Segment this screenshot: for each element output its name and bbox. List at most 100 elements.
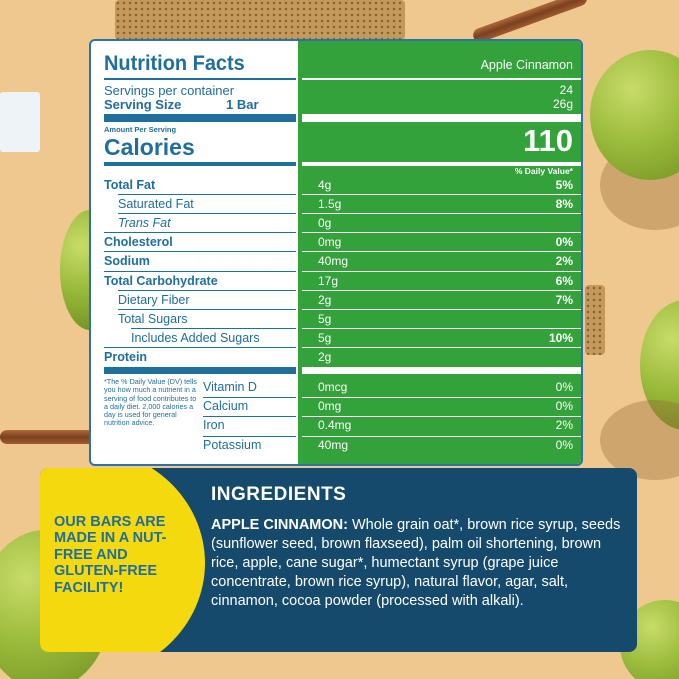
nutrient-label: Cholesterol [104,235,173,250]
nutrition-facts-panel: Nutrition Facts Servings per container S… [89,39,583,466]
calories-value: 110 [522,123,573,158]
row-rule-white [302,308,581,310]
nutrient-amount: 5g [318,311,332,326]
row-rule [104,251,296,253]
serving-size-amount: 1 Bar [226,97,259,112]
thick-rule-white [302,114,581,122]
flavor-name: Apple Cinnamon [480,58,573,72]
nutrient-daily-value: 6% [555,273,573,288]
nutrient-label: Sodium [104,254,150,269]
nutrient-label: Trans Fat [118,216,171,231]
vitamin-rule-white [302,416,581,418]
granola-bar-right [585,285,605,355]
nutrient-label: Total Fat [104,178,156,192]
ingredients-panel: OUR BARS ARE MADE IN A NUT-FREE AND GLUT… [40,468,637,652]
daily-value-footnote: *The % Daily Value (DV) tells you how mu… [104,377,197,428]
vitamin-daily-value: 0% [555,437,573,452]
calories-label: Calories [104,134,195,160]
medium-rule-white [302,162,581,166]
ingredients-heading: INGREDIENTS [211,484,347,505]
serving-size-grams: 26g [552,97,573,111]
row-rule-white [302,194,581,196]
protein-rule-white [302,367,581,374]
servings-label: Servings per container [104,83,235,98]
ingredients-list: Whole grain oat*, brown rice syrup, seed… [211,517,621,609]
nutrient-daily-value: 2% [555,254,573,269]
vitamin-amount: 40mg [318,437,349,452]
nutrient-label: Total Sugars [118,311,188,326]
vitamin-rule-white [302,435,581,437]
row-rule [118,213,296,215]
nutrient-daily-value: 0% [555,235,573,250]
title-rule [104,78,296,80]
cinnamon-stick-left [0,430,100,444]
nutrient-daily-value: 10% [548,330,573,345]
row-rule [104,270,296,272]
nutrient-daily-value: 7% [555,292,573,307]
nutrient-amount: 0mg [318,235,342,250]
row-rule-white [302,346,581,348]
nutrient-amount: 2g [318,349,332,364]
granola-bar-top [115,0,405,40]
vitamin-label: Potassium [203,437,262,452]
row-rule [104,232,296,234]
cinnamon-stick-top [471,0,589,45]
row-rule-white [302,270,581,272]
vitamin-daily-value: 2% [555,418,573,433]
vitamin-rule-white [302,397,581,399]
row-rule-white [302,251,581,253]
ingredients-text: APPLE CINNAMON: Whole grain oat*, brown … [211,516,626,611]
facility-badge [40,468,205,652]
row-rule [118,308,296,310]
nutrient-amount: 4g [318,178,332,192]
row-rule-white [302,213,581,215]
vitamin-label: Iron [203,418,225,433]
nutrient-label: Saturated Fat [118,197,194,212]
nutrient-label: Protein [104,349,148,364]
vitamin-rule [203,435,296,437]
protein-rule [104,367,296,374]
row-rule-white [302,232,581,234]
row-rule [104,346,296,348]
nutrition-facts-title: Nutrition Facts [104,52,245,75]
wrapper-left [0,92,40,152]
nutrient-label: Dietary Fiber [118,292,190,307]
thick-rule [104,114,296,122]
vitamin-rule [203,416,296,418]
nutrient-amount: 0g [318,216,332,231]
row-rule [131,327,296,329]
nutrient-label: Includes Added Sugars [131,330,260,345]
ingredients-flavor-label: APPLE CINNAMON: [211,517,348,533]
flavor-rule [302,78,581,80]
servings-value: 24 [559,83,573,97]
vitamin-daily-value: 0% [555,380,573,394]
medium-rule [104,162,296,166]
serving-size-label: Serving Size [104,97,182,112]
row-rule [118,194,296,196]
vitamin-amount: 0.4mg [318,418,352,433]
apple-top-right [590,50,679,180]
nutrient-amount: 40mg [318,254,349,269]
nutrient-amount: 5g [318,330,332,345]
daily-value-header: % Daily Value* [514,166,573,176]
vitamin-rule [203,397,296,399]
apple-shadow [600,400,679,480]
facility-note: OUR BARS ARE MADE IN A NUT-FREE AND GLUT… [54,514,167,596]
row-rule [118,289,296,291]
labels-column: Nutrition Facts Servings per container S… [91,41,298,464]
vitamin-daily-value: 0% [555,399,573,414]
vitamin-amount: 0mg [318,399,342,414]
nutrient-amount: 17g [318,273,339,288]
nutrient-label: Total Carbohydrate [104,273,218,288]
nutrient-daily-value: 5% [555,178,573,192]
vitamin-label: Calcium [203,399,249,414]
values-column: Apple Cinnamon 24 26g 110 % Daily Value*… [298,41,581,464]
vitamin-amount: 0mcg [318,380,348,394]
nutrient-daily-value: 8% [555,197,573,212]
vitamin-label: Vitamin D [203,380,257,394]
nutrient-amount: 2g [318,292,332,307]
row-rule-white [302,289,581,291]
row-rule-white [302,327,581,329]
amount-per-serving: Amount Per Serving [104,125,177,134]
nutrient-amount: 1.5g [318,197,342,212]
